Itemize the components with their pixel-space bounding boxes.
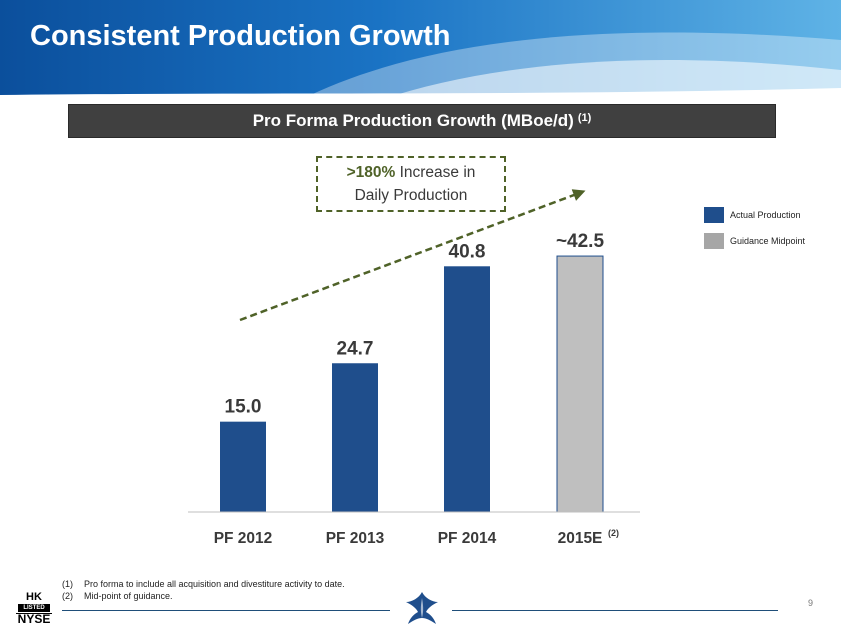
slide-title: Consistent Production Growth	[30, 20, 451, 52]
bar-pf-2014	[444, 266, 490, 512]
legend: Actual Production Guidance Midpoint	[704, 206, 805, 258]
legend-item-guidance: Guidance Midpoint	[704, 232, 805, 250]
bar-2015e	[556, 255, 604, 513]
data-label-pf-2013: 24.7	[337, 338, 374, 359]
data-label-pf-2012: 15.0	[225, 397, 262, 418]
chart-title-footnote-ref: (1)	[577, 112, 592, 124]
page-number: 9	[808, 598, 814, 608]
growth-callout: >180% Increase in Daily Production	[316, 156, 506, 212]
exchange-logo-nyse: NYSE	[16, 612, 52, 626]
footnote-1-num: (1)	[62, 579, 73, 589]
x-tick-label-pf-2014: PF 2014	[438, 530, 497, 547]
chart-title: Pro Forma Production Growth (MBoe/d)	[252, 111, 574, 130]
legend-swatch-guidance	[704, 233, 724, 249]
eagle-logo-icon	[406, 592, 438, 624]
footnote-1: (1) Pro forma to include all acquisition …	[62, 578, 345, 590]
exchange-listing-logo: HK LISTED NYSE	[16, 592, 52, 625]
footer-rule-right	[452, 610, 778, 611]
legend-label-guidance: Guidance Midpoint	[730, 236, 806, 246]
data-label-2015e: ~42.5	[556, 231, 605, 252]
footnotes: (1) Pro forma to include all acquisition …	[62, 578, 345, 602]
chart-title-bar: Pro Forma Production Growth (MBoe/d) (1)	[68, 104, 776, 138]
exchange-logo-listed: LISTED	[18, 604, 50, 612]
x-tick-footnote-ref: (2)	[608, 528, 619, 538]
x-tick-label-pf-2013: PF 2013	[326, 530, 385, 547]
footer-rule-left	[62, 610, 390, 611]
data-label-pf-2014: 40.8	[449, 241, 486, 262]
footnote-2-num: (2)	[62, 591, 73, 601]
exchange-logo-hk: HK	[26, 591, 42, 603]
callout-line-1: >180% Increase in	[347, 161, 476, 184]
header-banner	[0, 0, 841, 100]
legend-swatch-actual	[704, 207, 724, 223]
bar-pf-2013	[332, 363, 378, 512]
callout-line-2: Daily Production	[354, 187, 468, 204]
callout-highlight: >180%	[346, 164, 396, 181]
footnote-2: (2) Mid-point of guidance.	[62, 590, 345, 602]
legend-item-actual: Actual Production	[704, 206, 805, 224]
footnote-1-text: Pro forma to include all acquisition and…	[84, 579, 345, 589]
callout-line-1-text: Increase in	[395, 164, 476, 181]
bar-pf-2012	[220, 421, 266, 512]
footnote-2-text: Mid-point of guidance.	[84, 591, 173, 601]
x-tick-label-2015e: 2015E	[558, 530, 603, 547]
legend-label-actual: Actual Production	[730, 210, 801, 220]
x-tick-label-pf-2012: PF 2012	[214, 530, 273, 547]
